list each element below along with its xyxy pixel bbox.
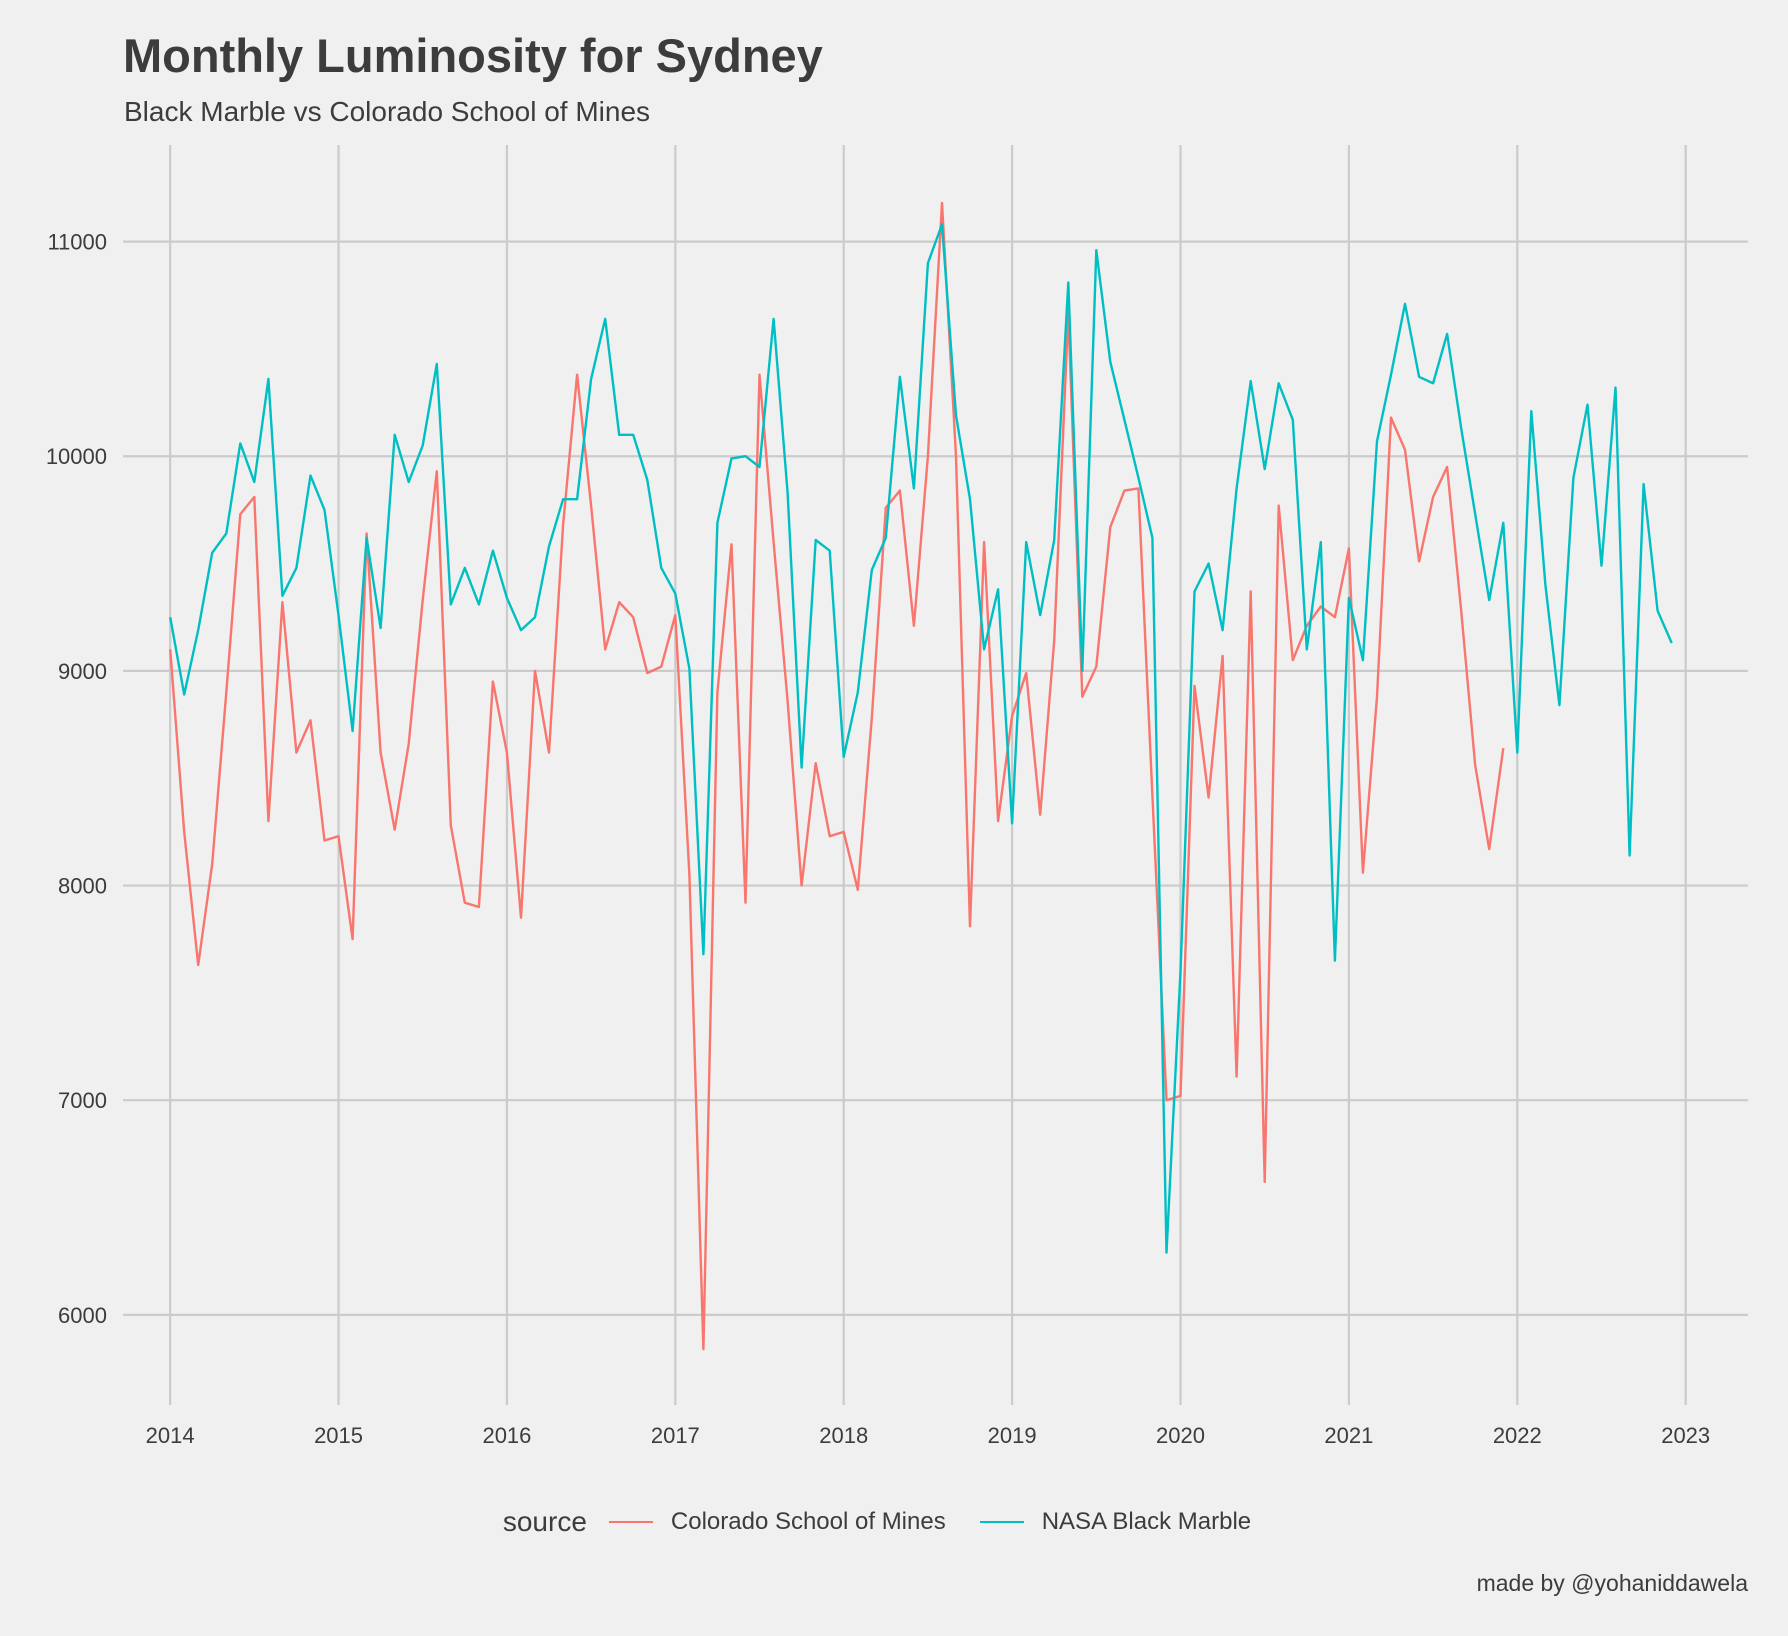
x-tick-label: 2015 [314,1423,363,1448]
series-line-nasa-black-marble [169,223,1673,1254]
y-tick-label: 10000 [46,444,107,469]
series-line-colorado-school-of-mines [169,201,1505,1351]
legend-label-nasa: NASA Black Marble [1041,1508,1252,1535]
legend: source Colorado School of Mines NASA Bla… [0,1500,1788,1544]
x-tick-label: 2019 [988,1423,1037,1448]
x-tick-label: 2020 [1156,1423,1205,1448]
x-tick-label: 2016 [482,1423,531,1448]
legend-item-colorado: Colorado School of Mines [608,1508,946,1536]
x-tick-label: 2023 [1661,1423,1710,1448]
legend-label-colorado: Colorado School of Mines [670,1508,946,1535]
x-axis: 2014 2015 2016 2017 2018 2019 2020 2021 2022 2023 [146,1423,1710,1448]
y-tick-label: 11000 [47,230,107,255]
x-tick-label: 2021 [1324,1423,1373,1448]
x-tick-label: 2017 [651,1423,700,1448]
chart-title: Monthly Luminosity for Sydney [123,29,823,82]
legend-key-nasa [979,1521,1024,1523]
y-tick-label: 9000 [58,659,107,684]
legend-key-colorado [608,1521,653,1523]
legend-item-nasa: NASA Black Marble [979,1508,1252,1536]
y-tick-label: 7000 [58,1088,107,1113]
y-axis: 6000 7000 8000 9000 10000 11000 [46,230,107,1328]
y-tick-label: 8000 [58,874,107,899]
x-tick-label: 2022 [1493,1423,1542,1448]
chart-subtitle: Black Marble vs Colorado School of Mines [124,96,651,127]
x-tick-label: 2018 [819,1423,868,1448]
y-tick-label: 6000 [58,1303,107,1328]
chart-caption: made by @yohaniddawela [1476,1570,1748,1596]
legend-title: source [502,1506,587,1537]
x-tick-label: 2014 [146,1423,195,1448]
series-layer [169,201,1673,1351]
